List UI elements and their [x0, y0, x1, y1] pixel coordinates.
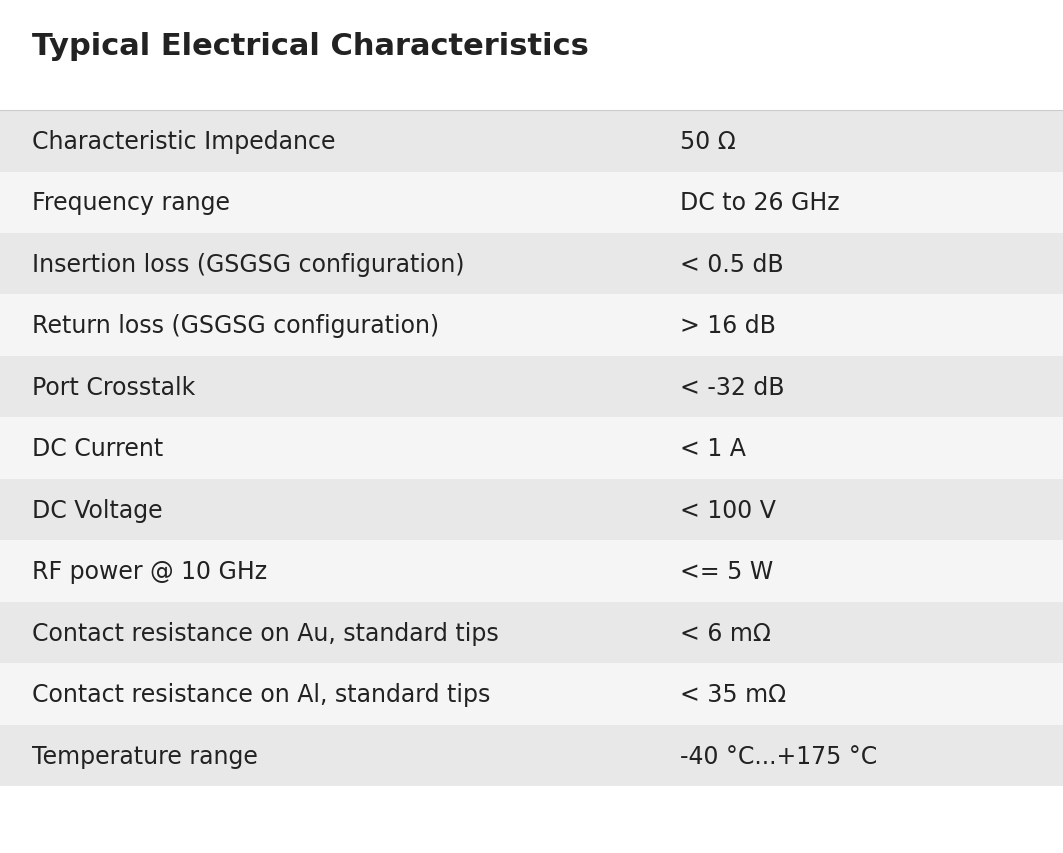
- Text: Typical Electrical Characteristics: Typical Electrical Characteristics: [32, 32, 589, 61]
- Text: < 100 V: < 100 V: [680, 498, 776, 522]
- Text: Insertion loss (GSGSG configuration): Insertion loss (GSGSG configuration): [32, 252, 465, 276]
- FancyBboxPatch shape: [0, 172, 1063, 234]
- FancyBboxPatch shape: [0, 418, 1063, 479]
- FancyBboxPatch shape: [0, 295, 1063, 357]
- Text: Contact resistance on Au, standard tips: Contact resistance on Au, standard tips: [32, 621, 499, 645]
- Text: RF power @ 10 GHz: RF power @ 10 GHz: [32, 560, 267, 583]
- Text: Port Crosstalk: Port Crosstalk: [32, 375, 196, 399]
- FancyBboxPatch shape: [0, 479, 1063, 541]
- Text: < 6 mΩ: < 6 mΩ: [680, 621, 771, 645]
- FancyBboxPatch shape: [0, 111, 1063, 172]
- Text: Characteristic Impedance: Characteristic Impedance: [32, 130, 336, 154]
- FancyBboxPatch shape: [0, 234, 1063, 295]
- FancyBboxPatch shape: [0, 602, 1063, 664]
- Text: Return loss (GSGSG configuration): Return loss (GSGSG configuration): [32, 314, 439, 338]
- Text: < 0.5 dB: < 0.5 dB: [680, 252, 783, 276]
- Text: Temperature range: Temperature range: [32, 744, 257, 768]
- Text: DC to 26 GHz: DC to 26 GHz: [680, 191, 840, 215]
- Text: > 16 dB: > 16 dB: [680, 314, 776, 338]
- Text: < -32 dB: < -32 dB: [680, 375, 784, 399]
- FancyBboxPatch shape: [0, 541, 1063, 602]
- Text: < 1 A: < 1 A: [680, 437, 746, 461]
- Text: <= 5 W: <= 5 W: [680, 560, 774, 583]
- Text: DC Current: DC Current: [32, 437, 163, 461]
- FancyBboxPatch shape: [0, 0, 1063, 111]
- Text: < 35 mΩ: < 35 mΩ: [680, 682, 787, 706]
- Text: Contact resistance on Al, standard tips: Contact resistance on Al, standard tips: [32, 682, 490, 706]
- FancyBboxPatch shape: [0, 357, 1063, 418]
- Text: -40 °C...+175 °C: -40 °C...+175 °C: [680, 744, 878, 768]
- FancyBboxPatch shape: [0, 664, 1063, 725]
- Text: 50 Ω: 50 Ω: [680, 130, 736, 154]
- FancyBboxPatch shape: [0, 725, 1063, 786]
- Text: DC Voltage: DC Voltage: [32, 498, 163, 522]
- Text: Frequency range: Frequency range: [32, 191, 230, 215]
